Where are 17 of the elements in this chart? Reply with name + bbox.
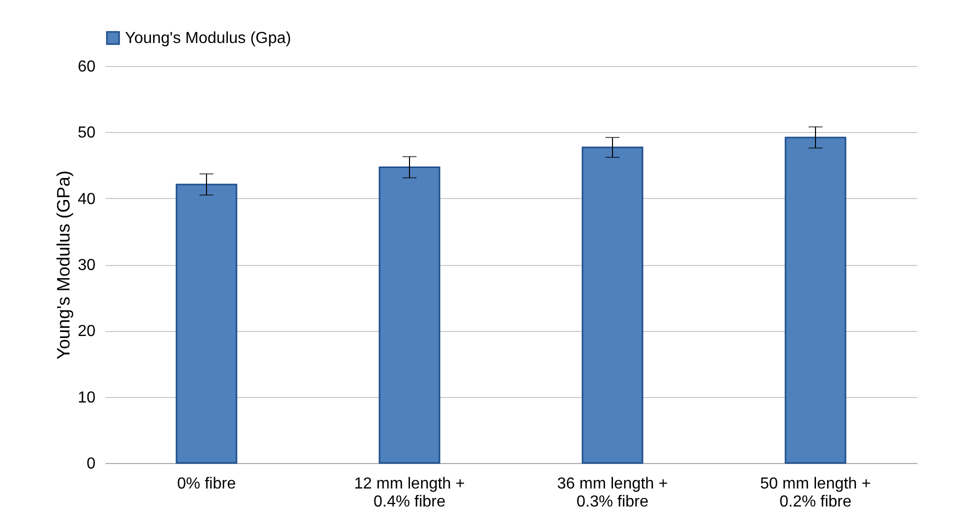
bar [784,136,846,464]
x-tick-label: 0% fibre [177,476,236,492]
y-tick-label: 50 [78,124,96,142]
y-tick-label: 30 [78,257,96,274]
y-tick-label: 0 [86,456,96,472]
y-tick-label: 20 [78,323,96,340]
bar [176,184,238,464]
x-tick-label: 50 mm length + 0.2% fibre [760,476,871,510]
bar [378,166,440,464]
x-tick-label: 36 mm length + 0.3% fibre [557,476,668,510]
y-tick-label: 10 [78,389,96,406]
bar [582,146,644,464]
y-axis-title: Young's Modulus (GPa) [54,170,74,360]
y-tick-label: 60 [78,58,96,76]
y-tick-label: 40 [78,190,96,208]
legend-label: Young's Modulus (Gpa) [125,30,292,47]
x-tick-label: 12 mm length + 0.4% fibre [354,476,465,510]
